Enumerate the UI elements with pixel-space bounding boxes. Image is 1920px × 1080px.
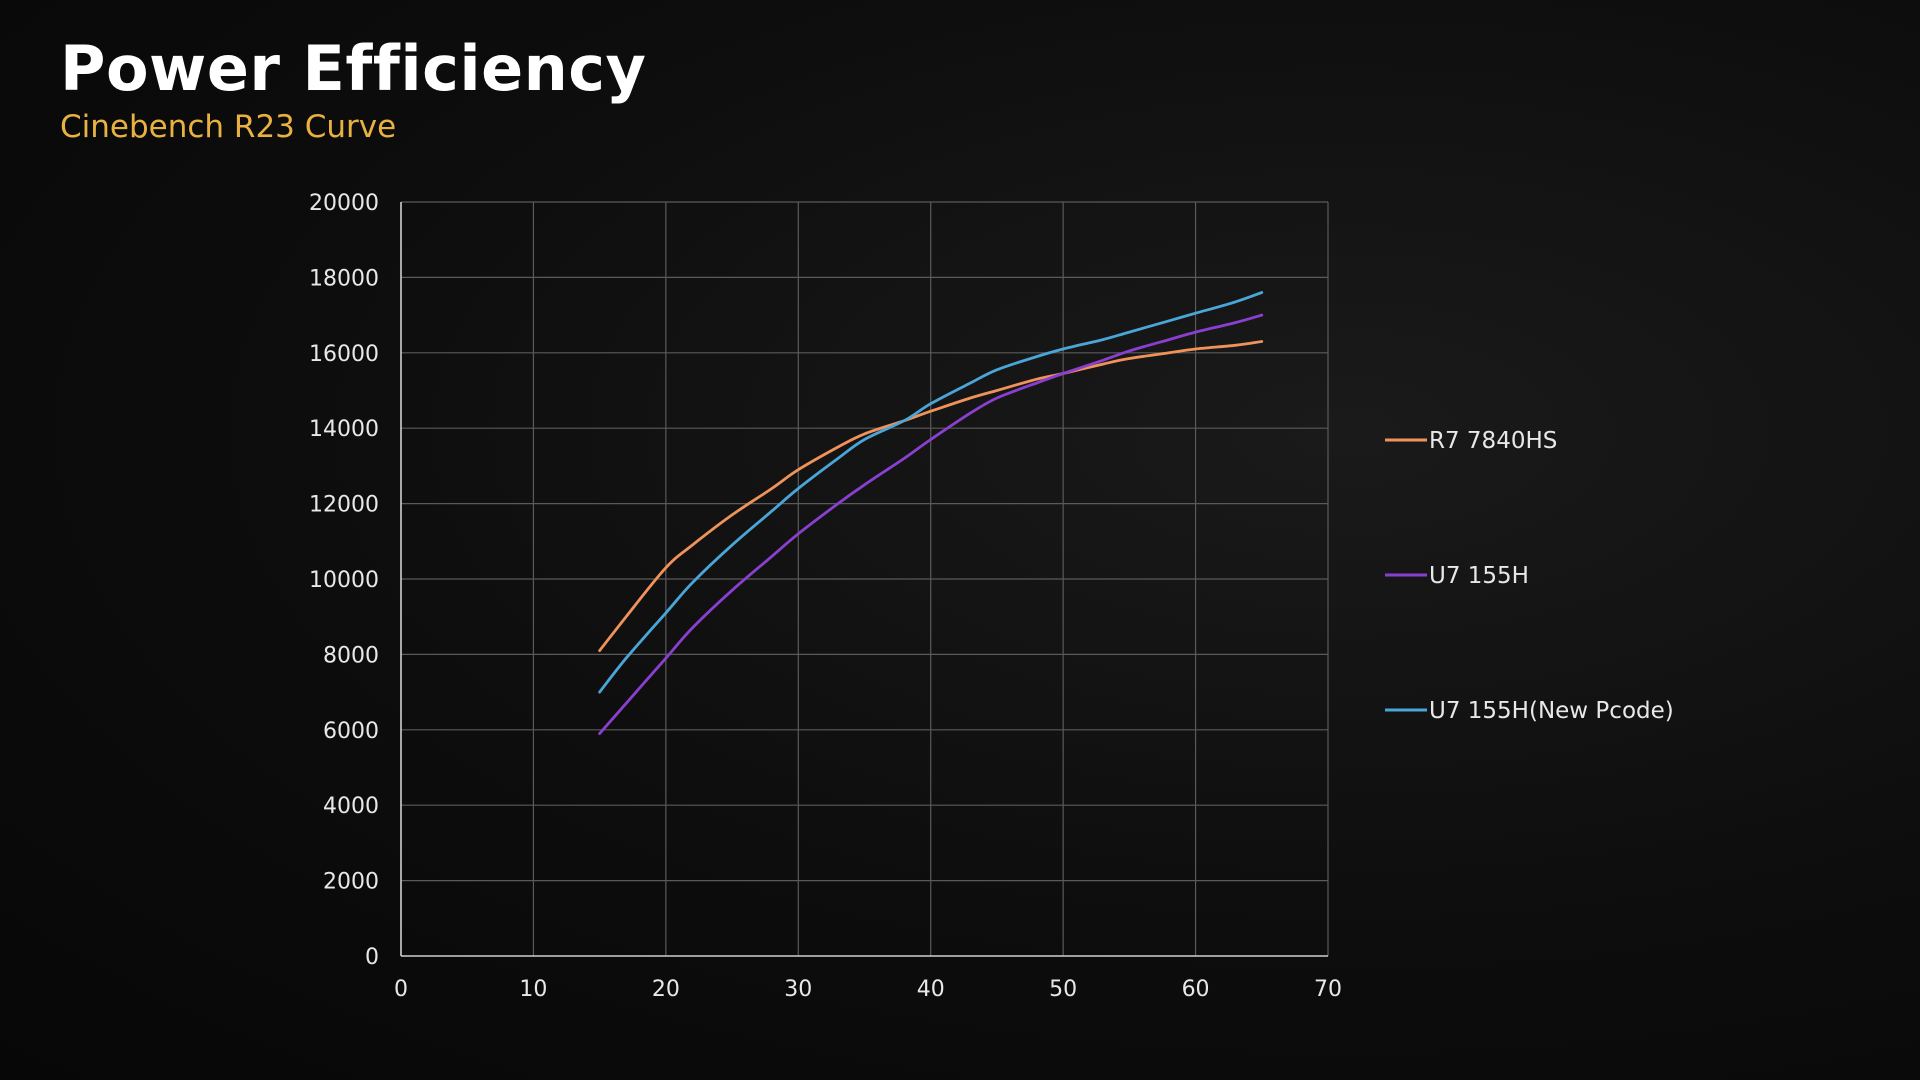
- page-title: Power Efficiency: [60, 32, 647, 105]
- legend-label-1: R7 7840HS: [1429, 428, 1557, 454]
- y-tick-label: 10000: [309, 568, 379, 593]
- y-tick-label: 18000: [309, 266, 379, 291]
- x-tick-label: 0: [394, 977, 408, 1002]
- y-tick-label: 6000: [323, 719, 379, 744]
- legend-label-2: U7 155H: [1429, 563, 1529, 589]
- legend-label-3: U7 155H(New Pcode): [1429, 698, 1674, 724]
- y-tick-label: 14000: [309, 417, 379, 442]
- series-line-1: [598, 340, 1264, 652]
- y-tick-label: 8000: [323, 643, 379, 668]
- series-line-2: [598, 313, 1264, 735]
- x-tick-label: 60: [1182, 977, 1210, 1002]
- series-line-3: [598, 291, 1264, 694]
- y-tick-label: 0: [365, 945, 379, 970]
- y-tick-label: 16000: [309, 342, 379, 367]
- x-tick-label: 10: [519, 977, 547, 1002]
- y-tick-label: 2000: [323, 870, 379, 895]
- x-tick-label: 20: [652, 977, 680, 1002]
- y-tick-label: 12000: [309, 493, 379, 518]
- y-tick-label: 4000: [323, 794, 379, 819]
- page-subtitle: Cinebench R23 Curve: [60, 109, 397, 145]
- x-tick-label: 30: [784, 977, 812, 1002]
- y-tick-label: 20000: [309, 191, 379, 216]
- x-tick-label: 70: [1314, 977, 1342, 1002]
- x-tick-label: 40: [917, 977, 945, 1002]
- x-tick-label: 50: [1049, 977, 1077, 1002]
